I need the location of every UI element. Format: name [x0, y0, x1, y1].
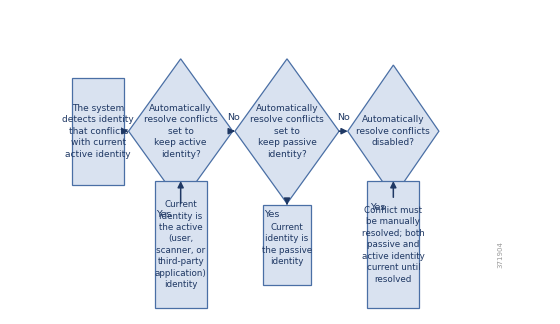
Text: Automatically
resolve conflicts
disabled?: Automatically resolve conflicts disabled… [357, 115, 430, 147]
Text: Current
identity is
the active
(user,
scanner, or
third-party
application)
ident: Current identity is the active (user, sc… [155, 200, 207, 289]
Text: 371904: 371904 [497, 241, 503, 268]
Text: Yes: Yes [371, 203, 386, 212]
FancyBboxPatch shape [72, 77, 124, 185]
Text: Automatically
resolve conflicts
set to
keep active
identity?: Automatically resolve conflicts set to k… [144, 104, 217, 158]
FancyBboxPatch shape [155, 181, 207, 308]
FancyBboxPatch shape [263, 205, 311, 284]
Polygon shape [348, 65, 439, 197]
Text: Yes: Yes [264, 210, 279, 218]
FancyBboxPatch shape [367, 181, 419, 308]
Polygon shape [129, 59, 233, 203]
Text: Current
identity is
the passive
identity: Current identity is the passive identity [262, 223, 312, 266]
Text: Conflict must
be manually
resolved; both
passive and
active identity
current unt: Conflict must be manually resolved; both… [362, 206, 424, 284]
Text: The system
detects identity
that conflicts
with current
active identity: The system detects identity that conflic… [62, 104, 134, 158]
Text: No: No [227, 113, 240, 122]
Text: No: No [337, 113, 350, 122]
Polygon shape [235, 59, 339, 203]
Text: Automatically
resolve conflicts
set to
keep passive
identity?: Automatically resolve conflicts set to k… [250, 104, 324, 158]
Text: Yes: Yes [156, 210, 172, 218]
